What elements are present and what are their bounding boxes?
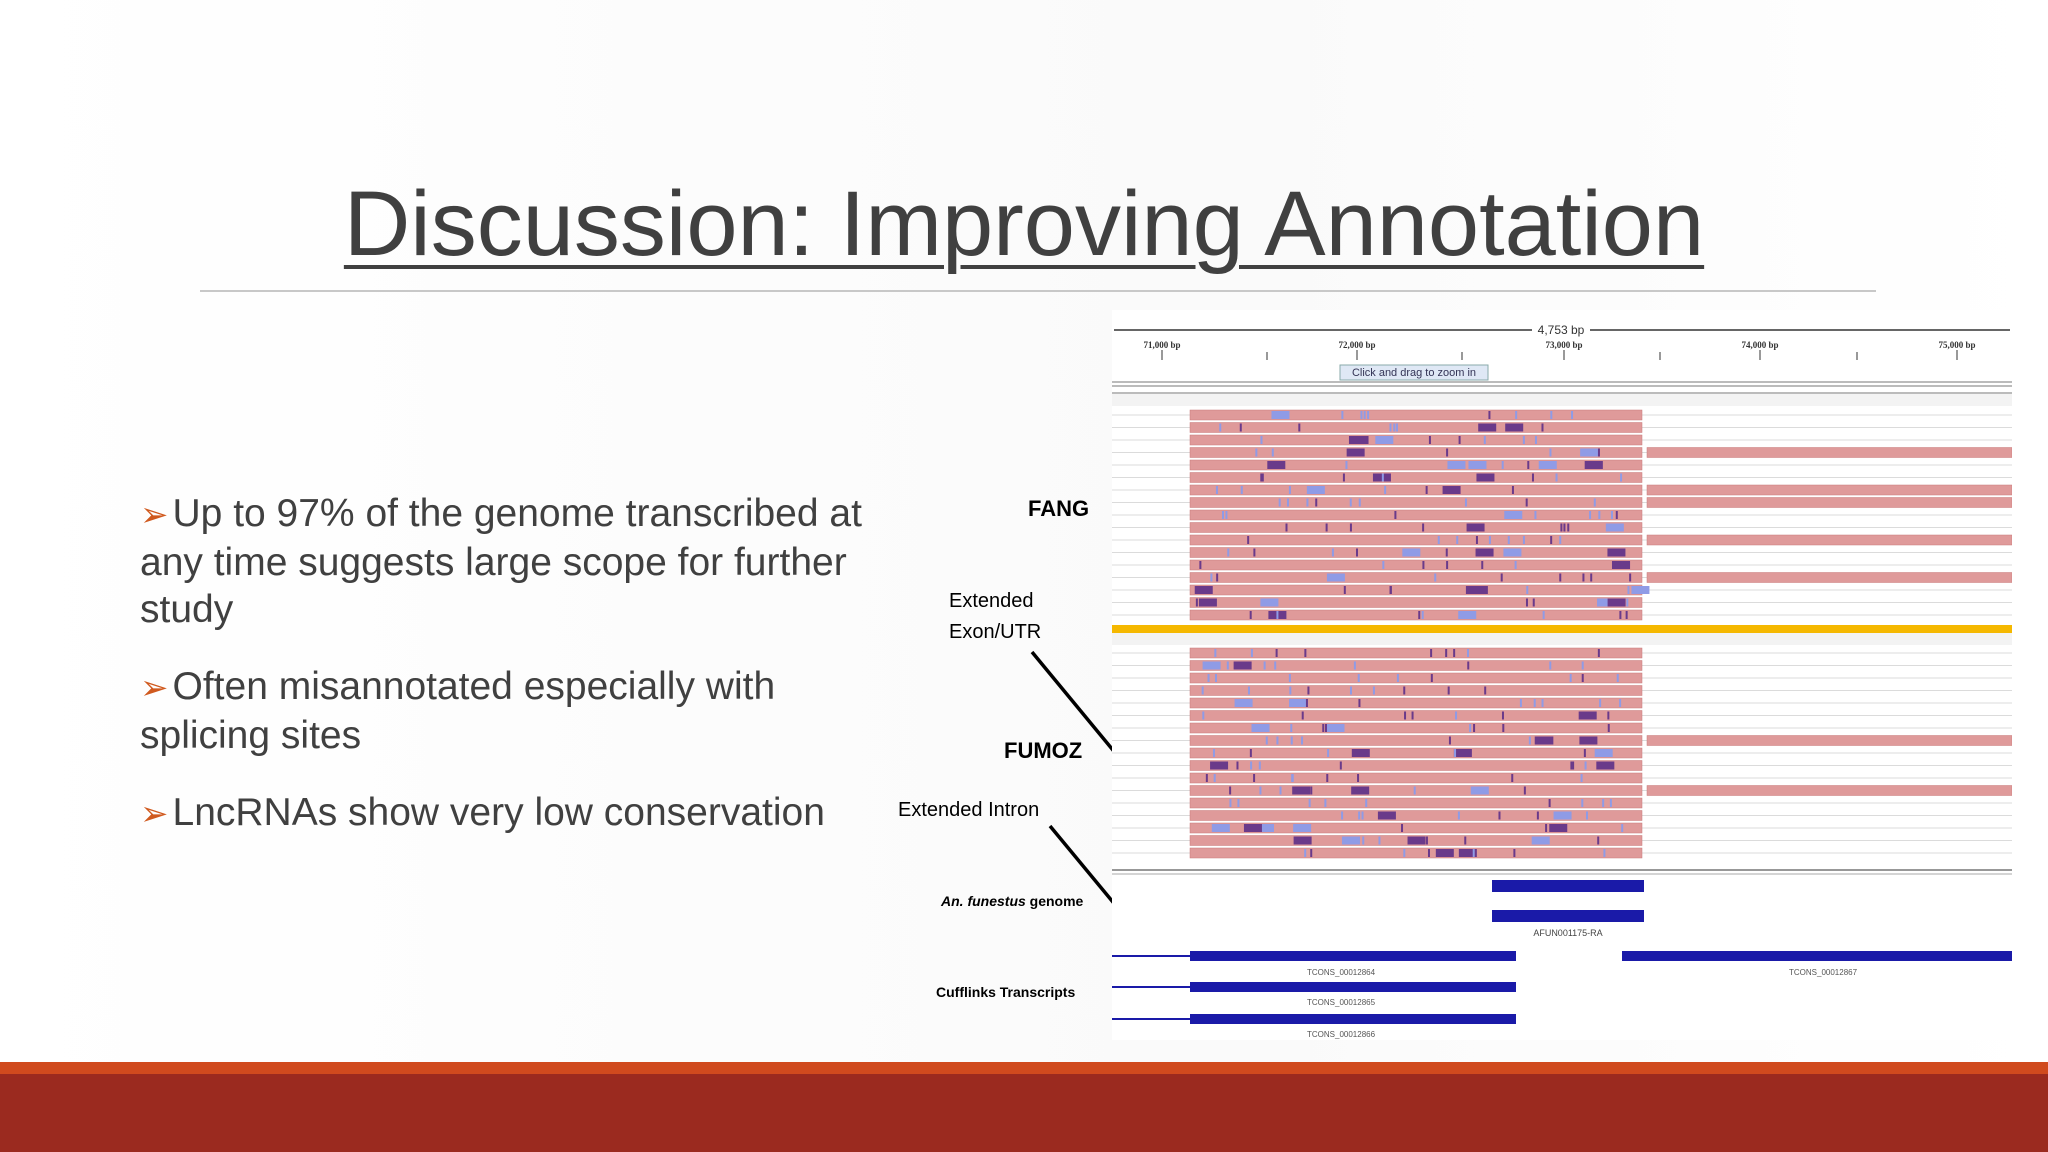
igv-track-separator: [1112, 625, 2012, 633]
footer-accent-stripe: [0, 1062, 2048, 1074]
igv-track-fang: [1112, 394, 2012, 621]
igv-tick-label: 75,000 bp: [1938, 340, 1975, 350]
igv-tick-label: 74,000 bp: [1741, 340, 1778, 350]
label-genome-species: An. funestus: [941, 893, 1026, 909]
bullet-text: Often misannotated especially with splic…: [140, 665, 776, 757]
igv-ruler-ticks: 71,000 bp 72,000 bp 73,000 bp 74,000 bp …: [1143, 340, 1976, 360]
bullet-item: ➢ Up to 97% of the genome transcribed at …: [128, 490, 888, 633]
igv-gene-label: AFUN001175-RA: [1533, 928, 1602, 938]
bullet-arrow-icon: ➢: [140, 496, 169, 534]
label-extended-exon-line1: Extended: [949, 590, 1034, 612]
footer-band: [0, 1074, 2048, 1152]
bullet-item: ➢ LncRNAs show very low conservation: [128, 789, 888, 838]
bullet-item: ➢ Often misannotated especially with spli…: [128, 663, 888, 759]
igv-gene-track: AFUN001175-RA: [1492, 880, 1644, 938]
slide-title: Discussion: Improving Annotation: [343, 173, 1705, 275]
igv-tick-label: 71,000 bp: [1143, 340, 1180, 350]
igv-zoom-hint[interactable]: Click and drag to zoom in: [1352, 367, 1476, 379]
igv-transcript-label: TCONS_00012864: [1307, 968, 1376, 977]
bullet-arrow-icon: ➢: [140, 669, 169, 707]
igv-tick-label: 72,000 bp: [1338, 340, 1375, 350]
igv-transcript-label: TCONS_00012865: [1307, 998, 1376, 1007]
label-extended-intron: Extended Intron: [898, 799, 1040, 821]
bullet-text: Up to 97% of the genome transcribed at a…: [140, 492, 862, 631]
label-extended-exon-line2: Exon/UTR: [949, 621, 1042, 643]
label-fang: FANG: [1028, 496, 1090, 521]
label-genome-suffix: genome: [1025, 893, 1084, 909]
bullet-list: ➢ Up to 97% of the genome transcribed at …: [128, 490, 888, 868]
igv-span-label: 4,753 bp: [1538, 323, 1585, 337]
igv-tick-label: 73,000 bp: [1545, 340, 1582, 350]
label-fumoz: FUMOZ: [1004, 738, 1083, 763]
igv-transcript-track: TCONS_00012864 TCONS_00012867 TCONS_0001…: [1112, 951, 2012, 1039]
igv-transcript-label: TCONS_00012866: [1307, 1030, 1376, 1039]
bullet-arrow-icon: ➢: [140, 795, 169, 833]
label-genome: An. funestus genome: [941, 893, 1083, 909]
label-cufflinks: Cufflinks Transcripts: [936, 984, 1076, 1000]
bullet-text: LncRNAs show very low conservation: [172, 791, 825, 834]
label-extended-exon: Extended Exon/UTR: [949, 586, 1041, 648]
title-divider: [200, 290, 1876, 292]
igv-track-fumoz: [1112, 633, 2012, 859]
igv-transcript-label: TCONS_00012867: [1789, 968, 1858, 977]
igv-browser-figure: 4,753 bp 71,000 bp 72,000 bp 73,000 bp 7…: [1112, 310, 2012, 1040]
